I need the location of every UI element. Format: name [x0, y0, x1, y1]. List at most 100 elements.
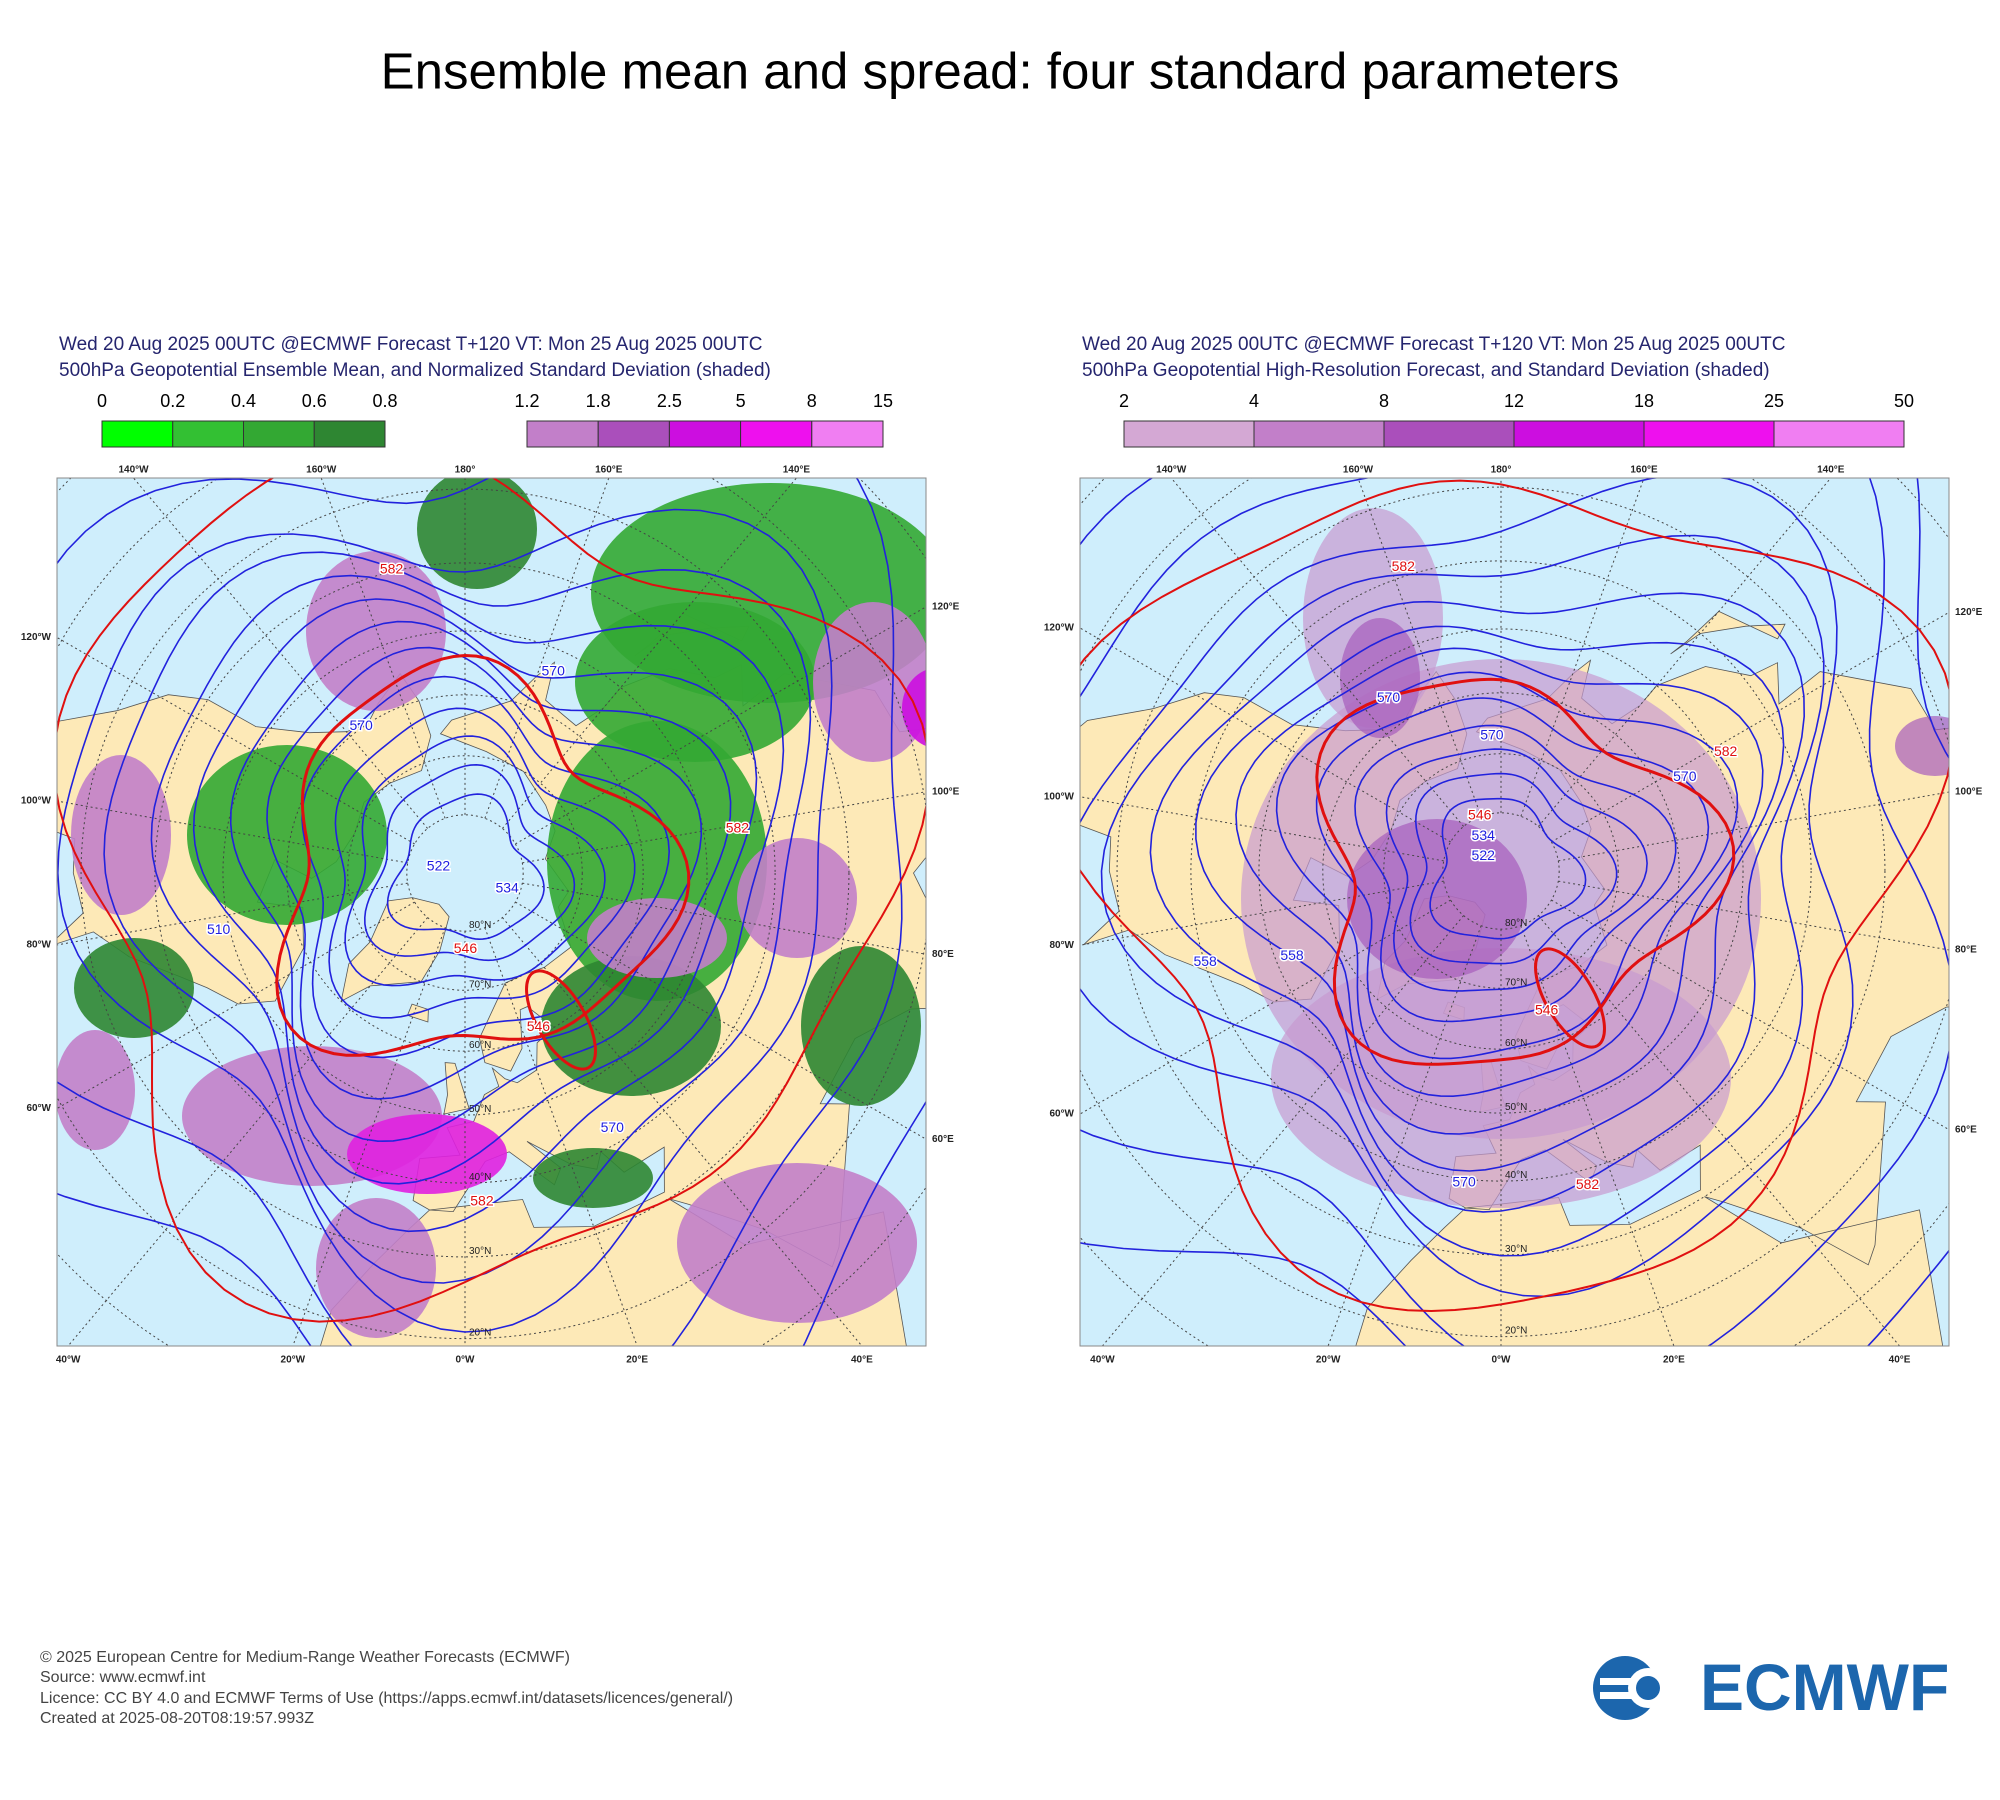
latitude-label: 30°N — [1505, 1244, 1527, 1255]
longitude-label: 140°E — [1817, 465, 1845, 476]
panel-header: Wed 20 Aug 2025 00UTC @ECMWF Forecast T+… — [59, 334, 762, 355]
longitude-label: 140°W — [1156, 465, 1187, 476]
longitude-label: 100°E — [932, 786, 960, 797]
colorbar-tick-label: 2.5 — [657, 391, 682, 411]
longitude-label: 160°E — [1630, 465, 1658, 476]
logo-stripe — [1600, 1692, 1656, 1699]
longitude-label: 120°E — [1955, 607, 1983, 618]
shading — [1895, 716, 1949, 776]
contour — [57, 508, 833, 1333]
longitude-label: 100°E — [1955, 787, 1983, 798]
latitude-circle — [347, 755, 583, 991]
land — [340, 897, 450, 1002]
colorbar-tick-label: 0 — [97, 391, 107, 411]
contour — [1315, 697, 1710, 1060]
shading — [306, 551, 446, 711]
contour-label: 546 — [527, 1018, 551, 1034]
contour-red — [275, 653, 691, 1057]
footer-line: Source: www.ecmwf.int — [40, 1669, 206, 1686]
contour — [301, 675, 671, 1059]
longitude-label: 180° — [1491, 465, 1512, 476]
contour-label: 546 — [1535, 1002, 1559, 1018]
shading — [1340, 618, 1420, 738]
latitude-circle — [222, 630, 708, 1116]
contour-label: 522 — [427, 858, 451, 874]
latitude-circle — [1080, 478, 1949, 1337]
longitude-label: 120°W — [21, 632, 52, 643]
latitude-circle — [1383, 753, 1619, 989]
colorbar-segment — [172, 420, 244, 448]
colorbar-tick-label: 5 — [736, 391, 746, 411]
colorbar-tick-label: 0.4 — [231, 391, 256, 411]
contour-label: 582 — [470, 1193, 494, 1209]
longitude-label: 0°W — [456, 1355, 476, 1366]
colorbar-tick-label: 2 — [1119, 391, 1129, 411]
logo-text: ECMWF — [1700, 1650, 1949, 1724]
longitude-label: 60°E — [932, 1134, 954, 1145]
latitude-circle — [1116, 486, 1886, 1256]
panel-header: 500hPa Geopotential High-Resolution Fore… — [1082, 360, 1770, 381]
contour — [1080, 478, 1949, 1346]
contour — [57, 478, 903, 1346]
colorbar-tick-label: 8 — [807, 391, 817, 411]
shading — [575, 602, 815, 762]
contour-label: 582 — [1714, 743, 1738, 759]
colorbar-segment — [1253, 420, 1385, 448]
longitude-label: 80°E — [1955, 945, 1977, 956]
longitude-label: 100°W — [1044, 791, 1075, 802]
latitude-circle — [1322, 692, 1680, 1050]
colorbar-segment — [101, 420, 174, 448]
contour-label: 534 — [1472, 827, 1496, 843]
contour-red — [525, 969, 597, 1071]
colorbar-segment — [313, 420, 386, 448]
contour-label: 534 — [495, 879, 519, 895]
contour-red — [1534, 947, 1606, 1049]
shading — [813, 602, 926, 762]
contour-label: 522 — [1472, 847, 1496, 863]
contour-label: 582 — [726, 819, 750, 835]
contour-label: 546 — [1468, 806, 1492, 822]
contour — [363, 763, 576, 962]
longitude-label: 120°E — [932, 601, 960, 612]
colorbar-segment — [1773, 420, 1905, 448]
footer-line: © 2025 European Centre for Medium-Range … — [40, 1649, 570, 1666]
colorbar-tick-label: 1.2 — [514, 391, 539, 411]
longitude-label: 20°E — [1663, 1355, 1685, 1366]
panel-header: 500hPa Geopotential Ensemble Mean, and N… — [59, 360, 771, 381]
colorbar-segment — [1643, 420, 1775, 448]
contour — [1149, 592, 1806, 1213]
latitude-label: 60°N — [469, 1040, 491, 1051]
latitude-label: 70°N — [469, 979, 491, 990]
map-panel: 80°N 70°N 60°N 50°N 40°N 30°N 20°N 582 570 570 582… — [1044, 465, 1983, 1366]
map: 80°N 70°N 60°N 50°N 40°N 30°N 20°N 582 570 570 582… — [1080, 478, 1949, 1346]
longitude-label: 160°E — [595, 465, 623, 476]
colorbar-segment — [668, 420, 742, 448]
latitude-label: 50°N — [469, 1104, 491, 1115]
latitude-label: 50°N — [1505, 1102, 1527, 1113]
latitude-circle — [286, 694, 644, 1052]
contour-label: 570 — [1452, 1174, 1476, 1190]
colorbar-segment — [1513, 420, 1645, 448]
latitude-label: 40°N — [1505, 1170, 1527, 1181]
colorbar-tick-label: 0.8 — [372, 391, 397, 411]
shading — [74, 938, 194, 1038]
contour — [1235, 647, 1764, 1135]
contour — [1354, 724, 1677, 1023]
contour — [266, 646, 703, 1100]
latitude-circle — [406, 814, 524, 932]
longitude-label: 140°W — [118, 465, 149, 476]
shading — [801, 946, 921, 1106]
shading — [187, 745, 387, 925]
longitude-label: 80°E — [932, 949, 954, 960]
latitude-label: 80°N — [1505, 918, 1527, 929]
longitude-label: 40°W — [1090, 1355, 1115, 1366]
longitude-label: 40°E — [851, 1355, 873, 1366]
latitude-circle — [57, 478, 926, 1339]
contour-label: 558 — [1193, 953, 1217, 969]
contour-red — [1315, 677, 1736, 1066]
contour-red — [57, 478, 926, 1323]
contour — [1195, 625, 1785, 1172]
colorbar-tick-label: 18 — [1634, 391, 1654, 411]
latitude-label: 60°N — [1505, 1038, 1527, 1049]
